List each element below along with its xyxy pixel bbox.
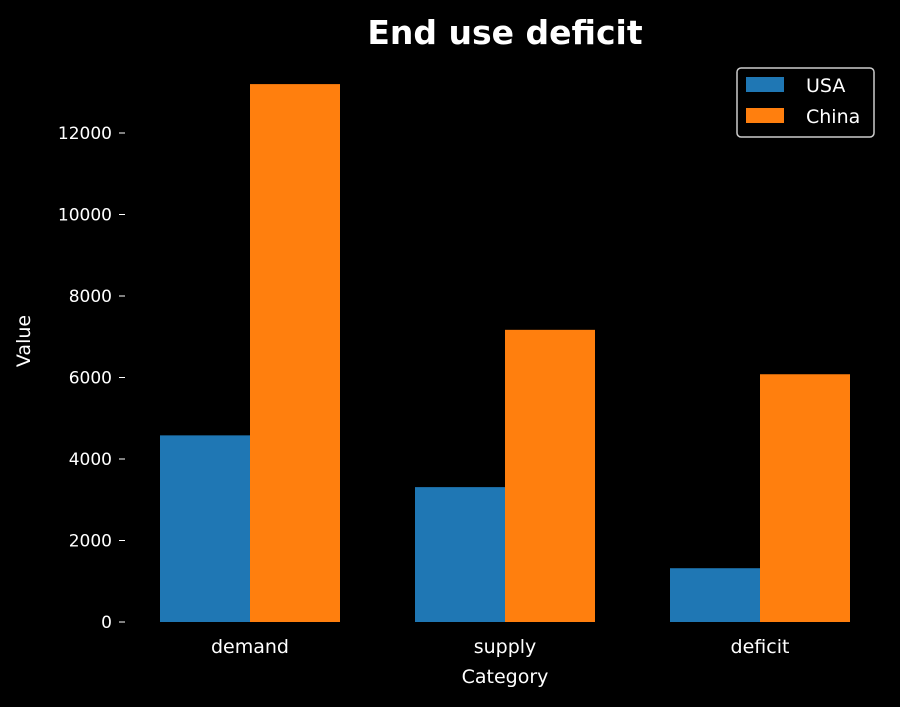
- x-tick-label: deficit: [731, 636, 790, 658]
- bar-china-demand: [250, 84, 340, 623]
- bar-china-supply: [505, 329, 595, 622]
- y-tick-label: 6000: [69, 369, 112, 389]
- legend-swatch: [746, 108, 784, 123]
- y-axis-label: Value: [13, 315, 35, 367]
- legend-label: China: [806, 106, 860, 128]
- bar-china-deficit: [760, 374, 850, 622]
- legend-swatch: [746, 77, 784, 92]
- x-axis-label: Category: [462, 666, 549, 688]
- x-tick-label: supply: [474, 636, 537, 658]
- legend: USA China: [736, 67, 875, 138]
- x-tick-label: demand: [211, 636, 289, 658]
- bar-usa-supply: [415, 487, 505, 622]
- legend-label: USA: [806, 75, 845, 97]
- bar-usa-deficit: [670, 568, 760, 622]
- y-tick-label: 12000: [58, 124, 112, 144]
- y-tick-label: 10000: [58, 206, 112, 226]
- y-tick-label: 0: [101, 613, 112, 633]
- y-tick-label: 4000: [69, 450, 112, 470]
- y-tick-label: 8000: [69, 287, 112, 307]
- bar-usa-demand: [160, 435, 250, 622]
- y-tick-label: 2000: [69, 532, 112, 552]
- chart-title: End use deficit: [367, 13, 642, 52]
